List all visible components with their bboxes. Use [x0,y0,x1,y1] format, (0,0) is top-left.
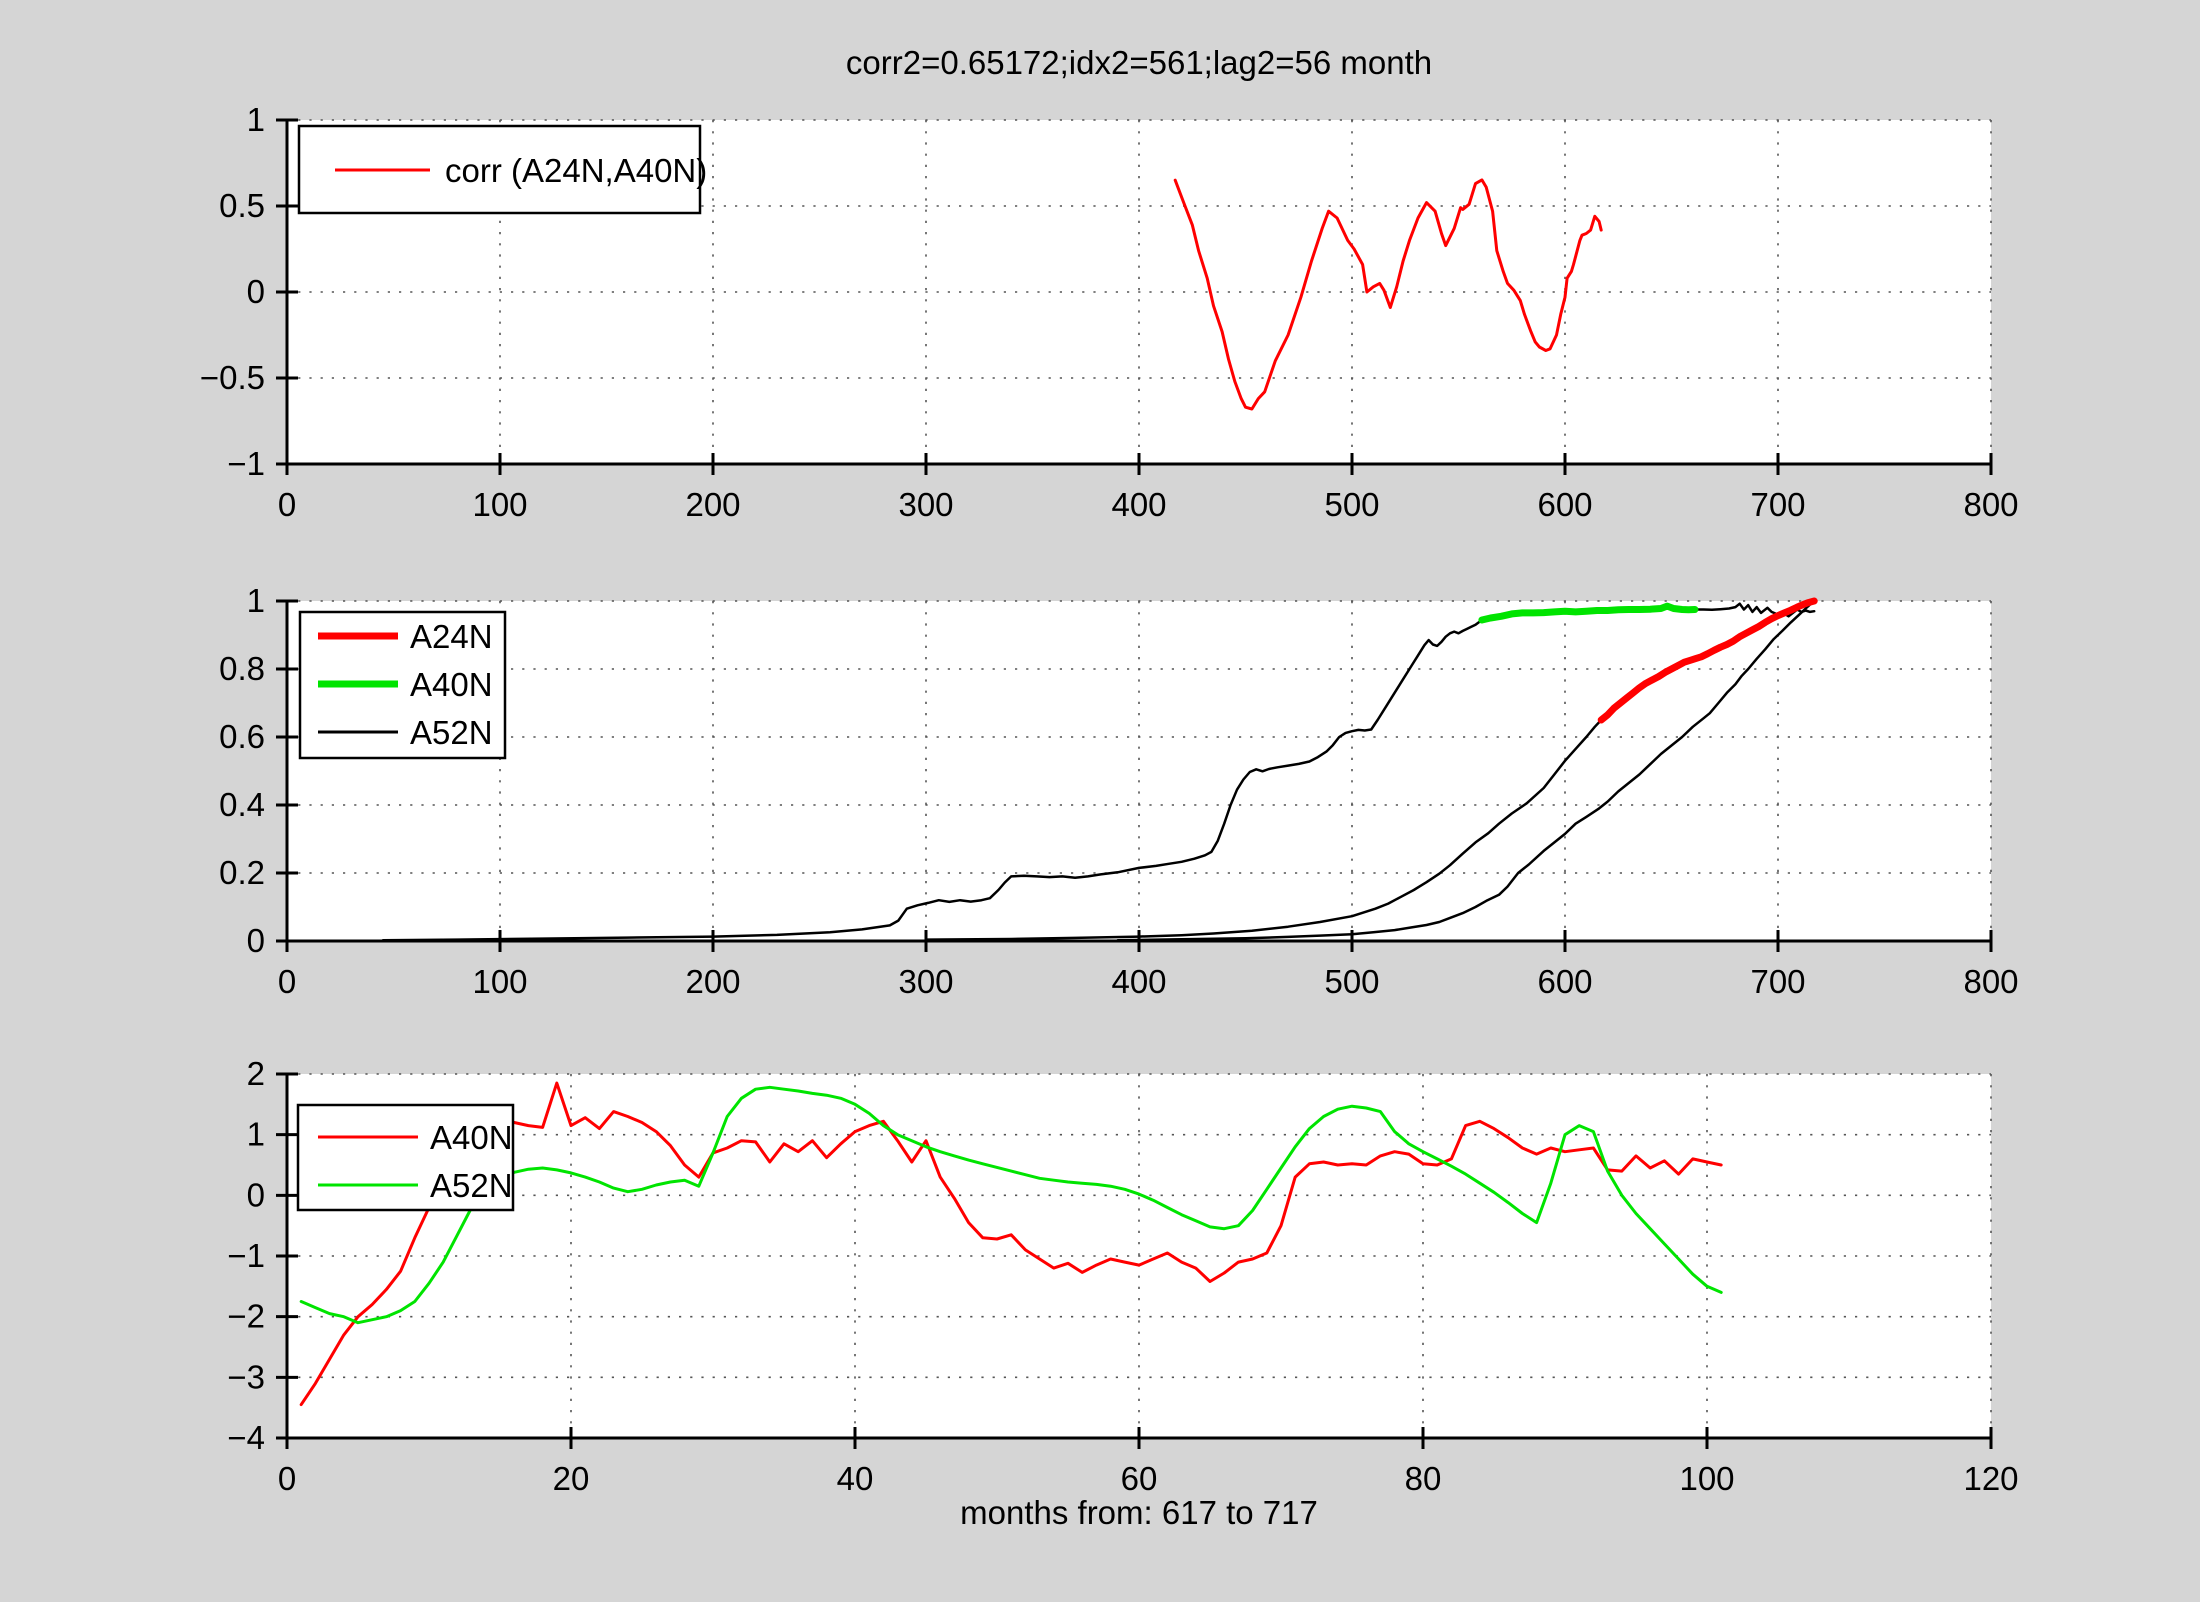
bottom-xlabel: months from: 617 to 717 [960,1494,1318,1531]
x-tick-label: 200 [685,486,740,523]
subplot-months-plot: 0 20 40 60 80 100 120 2 1 0 −1 −2 −3 −4 A40N A52N [227,1055,2018,1497]
x-tick-label: 800 [1963,963,2018,1000]
x-tick-label: 60 [1121,1460,1158,1497]
y-tick-label: −1 [227,1237,265,1274]
y-tick-label: 1 [247,101,265,138]
x-tick-label: 600 [1537,963,1592,1000]
x-tick-label: 20 [553,1460,590,1497]
series-corr (A24N,A40N)-line [1173,178,1603,411]
series-A52N-line [299,1085,1723,1325]
legend-label-A52N: A52N [410,714,493,751]
y-tick-label: −2 [227,1298,265,1335]
x-tick-label: 500 [1324,963,1379,1000]
y-tick-label: −4 [227,1419,265,1456]
y-tick-label: 0 [247,922,265,959]
legend-label-corr (A24N,A40N): corr (A24N,A40N) [445,152,707,189]
x-tick-label: 600 [1537,486,1592,523]
y-tick-label: −1 [227,445,265,482]
series-A24N-base-line [924,718,1603,941]
y-tick-label: 2 [247,1055,265,1092]
series-group [1173,178,1603,411]
x-tick-label: 400 [1111,963,1166,1000]
series-A40N-highlight-line [1478,602,1699,624]
x-tick-label: 700 [1750,963,1805,1000]
x-tick-label: 80 [1405,1460,1442,1497]
y-tick-label: 0.6 [219,718,265,755]
legend-corr-plot: corr (A24N,A40N) [297,124,707,215]
plot-title: corr2=0.65172;idx2=561;lag2=56 month [845,44,1433,81]
y-tick-label: 0.4 [219,786,265,823]
legend-label-A40N: A40N [430,1119,513,1156]
x-tick-label: 700 [1750,486,1805,523]
x-tick-label: 300 [898,963,953,1000]
x-tick-label: 200 [685,963,740,1000]
y-tick-label: 1 [247,1116,265,1153]
x-tick-label: 500 [1324,486,1379,523]
x-tick-label: 120 [1963,1460,2018,1497]
subplot-cdf-plot: 0 100 200 300 400 500 600 700 800 1 0.8 0.6 0.4 0.2 0 A… [219,582,2018,1000]
series-A40N-base-line [381,618,1484,942]
x-tick-label: 100 [1679,1460,1734,1497]
x-tick-label: 100 [472,963,527,1000]
series-group [381,597,1818,942]
x-tick-label: 40 [837,1460,874,1497]
y-tick-label: 1 [247,582,265,619]
legend-label-A40N: A40N [410,666,493,703]
y-tick-label: −0.5 [200,359,265,396]
y-tick-label: −3 [227,1358,265,1395]
series-group [299,1081,1723,1407]
legend-cdf-plot: A24N A40N A52N [298,610,507,760]
x-tick-label: 100 [472,486,527,523]
x-tick-label: 0 [278,1460,296,1497]
x-tick-label: 0 [278,486,296,523]
legend-label-A24N: A24N [410,618,493,655]
x-tick-label: 0 [278,963,296,1000]
subplot-corr-plot: 0 100 200 300 400 500 600 700 800 1 0.5 0 −0.5 −1 corr… [200,101,2019,523]
legend-months-plot: A40N A52N [296,1103,515,1212]
series-A52N-line [1116,599,1818,942]
y-tick-label: 0 [247,1176,265,1213]
x-tick-label: 800 [1963,486,2018,523]
y-tick-label: 0.8 [219,650,265,687]
x-tick-label: 300 [898,486,953,523]
y-tick-label: 0.2 [219,854,265,891]
y-tick-label: 0 [247,273,265,310]
legend-label-A52N: A52N [430,1167,513,1204]
y-tick-label: 0.5 [219,187,265,224]
x-tick-label: 400 [1111,486,1166,523]
series-A24N-highlight-line [1597,597,1818,724]
series-A40N-line [299,1081,1723,1407]
legend-box [296,1103,515,1212]
